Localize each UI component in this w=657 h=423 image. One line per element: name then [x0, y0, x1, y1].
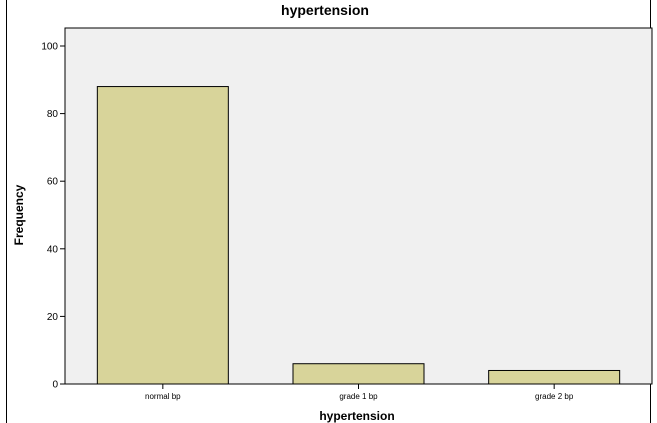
y-tick-label: 40 — [47, 244, 59, 255]
x-axis-label: hypertension — [319, 409, 394, 423]
y-tick-label: 20 — [47, 312, 59, 323]
y-tick-label: 60 — [47, 177, 59, 188]
x-tick-label: grade 2 bp — [535, 392, 574, 401]
x-tick-label: grade 1 bp — [339, 392, 378, 401]
y-tick-label: 0 — [52, 380, 58, 391]
bar-normal-bp — [96, 86, 229, 385]
y-tick-label: 100 — [41, 42, 58, 53]
bar-grade-2-bp — [488, 369, 621, 385]
y-tick-label: 80 — [47, 109, 59, 120]
chart-title: hypertension — [281, 2, 369, 18]
bar-grade-1-bp — [292, 363, 425, 385]
x-tick-label: normal bp — [145, 392, 181, 401]
bars-group — [96, 86, 621, 385]
x-axis: normal bp grade 1 bp grade 2 bp — [145, 384, 574, 401]
y-axis: 0 20 40 60 80 100 — [41, 42, 65, 391]
y-axis-label: Frequency — [12, 184, 26, 245]
